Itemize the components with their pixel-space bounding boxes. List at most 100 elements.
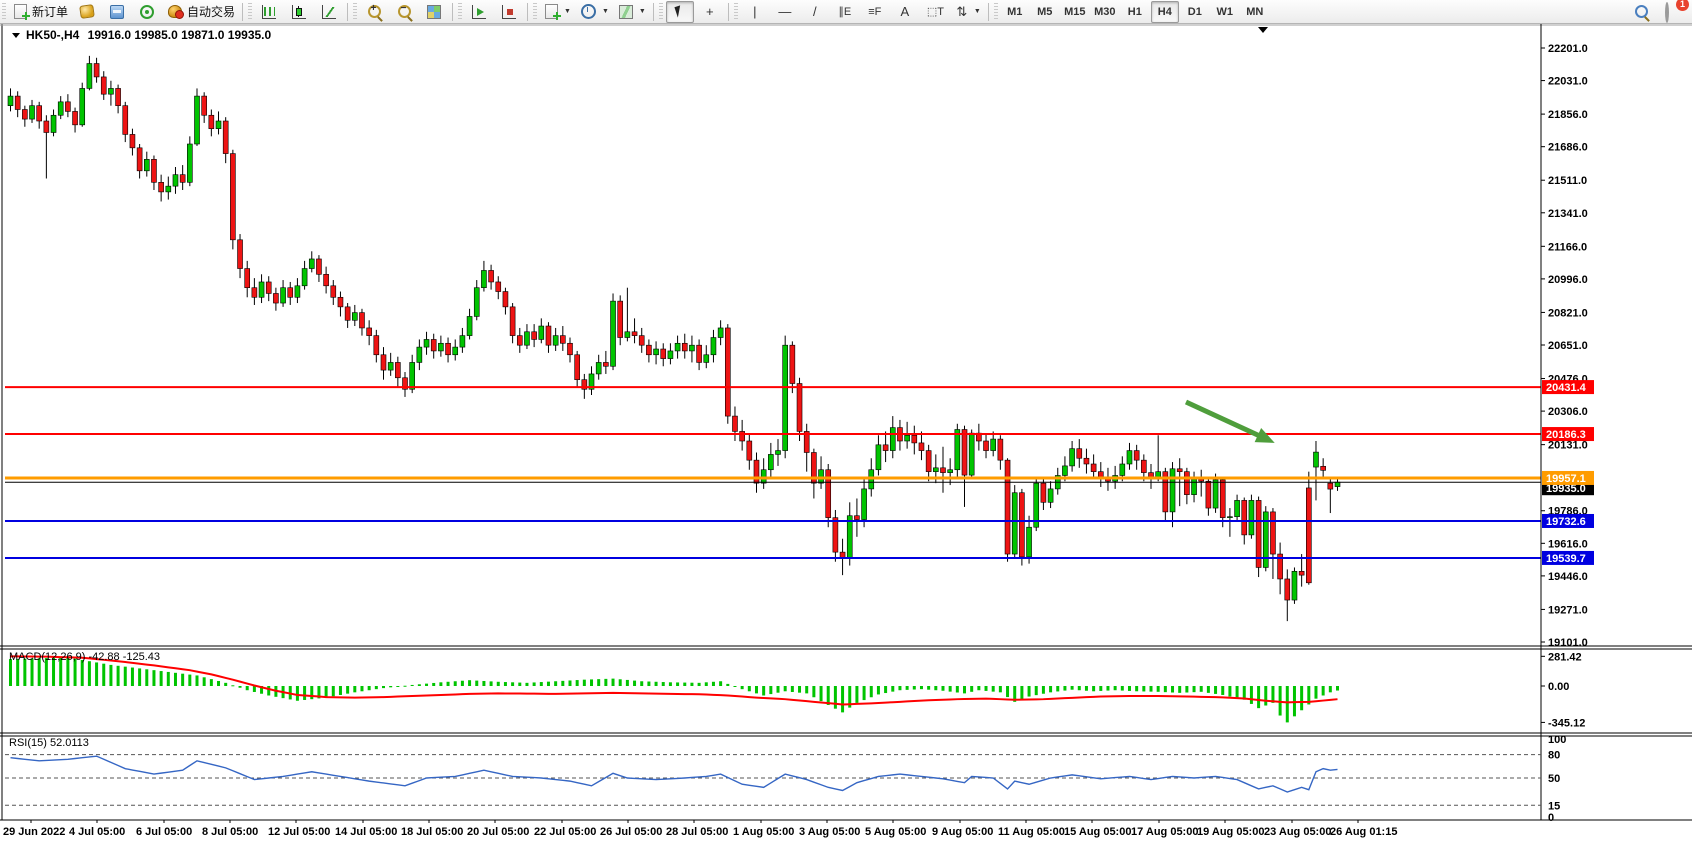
macd-histogram-bar [145, 669, 149, 686]
toolbar-button-label: 自动交易 [187, 5, 236, 19]
macd-histogram-bar [762, 686, 766, 696]
candle-body [86, 63, 93, 89]
candle-body [983, 440, 989, 451]
price-tick-label: 20996.0 [1548, 274, 1588, 286]
macd-histogram-bar [102, 663, 106, 686]
price-tick-label: 21856.0 [1548, 109, 1588, 121]
zoom-in-button[interactable] [360, 1, 388, 23]
fibonacci-button[interactable]: ≡F [861, 1, 889, 23]
timeframe-button-h4[interactable]: H4 [1150, 0, 1179, 23]
chevron-down-icon[interactable]: ▼ [638, 8, 646, 15]
new-chart-button[interactable]: ▼ [540, 1, 574, 23]
candle-body [151, 159, 157, 183]
macd-histogram-bar [719, 681, 723, 686]
price-tick-label: 19271.0 [1548, 604, 1588, 616]
macd-histogram-bar [661, 682, 665, 686]
candle-body [352, 312, 358, 321]
chevron-down-icon[interactable]: ▼ [564, 8, 571, 15]
timeframe-button-d1[interactable]: D1 [1181, 1, 1209, 23]
macd-histogram-bar [109, 664, 113, 686]
tile-windows-button[interactable] [420, 1, 448, 23]
macd-histogram-bar [970, 686, 974, 692]
text-label-button[interactable]: ⬚T [921, 1, 949, 23]
chevron-down-icon[interactable]: ▼ [973, 8, 981, 15]
macd-histogram-bar [30, 658, 34, 686]
candle-body [344, 306, 351, 321]
chart-shift-button[interactable] [495, 1, 523, 23]
candle-body [617, 300, 624, 338]
macd-histogram-bar [317, 686, 321, 699]
timeframe-button-m15[interactable]: M15 [1061, 1, 1089, 23]
bar-chart-button[interactable] [255, 1, 283, 23]
macd-histogram-bar [1300, 686, 1304, 711]
navigator-button[interactable] [103, 1, 131, 23]
trend-arrow-annotation[interactable] [1184, 399, 1275, 443]
time-tick-label: 5 Aug 05:00 [865, 826, 926, 838]
horizontal-line-button[interactable]: — [771, 1, 799, 23]
macd-histogram-bar [905, 686, 909, 690]
market-watch-button[interactable] [73, 1, 101, 23]
auto-scroll-button[interactable] [465, 1, 493, 23]
macd-histogram-bar [1106, 686, 1110, 691]
candle-body [452, 346, 459, 356]
toolbar-grip [2, 2, 6, 21]
time-tick-label: 12 Jul 05:00 [268, 826, 330, 838]
candle-body [65, 101, 71, 112]
rsi-label: RSI(15) 52.0113 [9, 737, 89, 749]
chevron-down-icon[interactable] [12, 33, 20, 38]
arrows-button[interactable]: ⇅ ▼ [951, 1, 984, 23]
candlestick-chart-button[interactable] [285, 1, 313, 23]
new-order-button[interactable]: 新订单 [9, 1, 71, 23]
zoom-out-button[interactable] [390, 1, 418, 23]
macd-histogram-bar [346, 686, 350, 694]
candle-body [122, 105, 129, 135]
channel-button[interactable]: ∥E [831, 1, 859, 23]
candle-body [72, 111, 78, 126]
cursor-button[interactable] [665, 0, 694, 23]
macd-histogram-bar [1163, 686, 1167, 693]
trendline-button[interactable]: / [801, 1, 829, 23]
chevron-down-icon[interactable]: ▼ [601, 8, 609, 15]
macd-histogram-bar [231, 685, 235, 687]
macd-histogram-bar [848, 686, 852, 708]
text-button[interactable]: A [891, 1, 919, 23]
candle-body [29, 105, 35, 120]
timeframe-button-w1[interactable]: W1 [1211, 1, 1239, 23]
macd-histogram-bar [618, 679, 622, 686]
timeframe-label: M15 [1064, 5, 1086, 18]
time-tick-label: 11 Aug 05:00 [998, 826, 1065, 838]
candle-body [825, 469, 832, 518]
timeframe-button-mn[interactable]: MN [1241, 1, 1269, 23]
timeframe-button-m5[interactable]: M5 [1031, 1, 1059, 23]
macd-histogram-bar [59, 657, 63, 686]
macd-scale-label: -345.12 [1548, 717, 1585, 729]
time-tick-label: 19 Aug 05:00 [1197, 826, 1264, 838]
candle-body [968, 432, 975, 476]
macd-histogram-bar [733, 686, 737, 687]
line-chart-button[interactable] [315, 1, 343, 23]
timeframe-button-h1[interactable]: H1 [1121, 1, 1149, 23]
timeframe-button-m1[interactable]: M1 [1001, 1, 1029, 23]
candle-body [459, 335, 466, 348]
signal-icon [140, 4, 155, 19]
vertical-line-button[interactable]: | [741, 1, 769, 23]
search-button[interactable] [1627, 1, 1655, 23]
chart-window: 22201.0 22031.0 21856.0 21686.0 21511.0 21341… [0, 24, 1692, 845]
candle-body [710, 337, 717, 356]
macd-histogram-bar [410, 684, 414, 686]
candle-body [954, 429, 961, 471]
candle-body [1169, 468, 1176, 513]
data-window-button[interactable] [133, 1, 161, 23]
periodicity-button[interactable]: ▼ [576, 1, 612, 23]
macd-histogram-bar [948, 686, 952, 692]
macd-histogram-bar [575, 680, 579, 686]
macd-histogram-bar [44, 658, 48, 686]
navigator-icon [110, 4, 125, 19]
macd-histogram-bar [338, 686, 342, 695]
autotrading-button[interactable]: 自动交易 [163, 1, 238, 23]
templates-button[interactable]: ▼ [614, 1, 649, 23]
crosshair-button[interactable]: + [696, 1, 724, 23]
macd-histogram-bar [482, 680, 486, 686]
timeframe-button-m30[interactable]: M30 [1091, 1, 1119, 23]
chat-button[interactable]: 1 [1657, 0, 1689, 23]
